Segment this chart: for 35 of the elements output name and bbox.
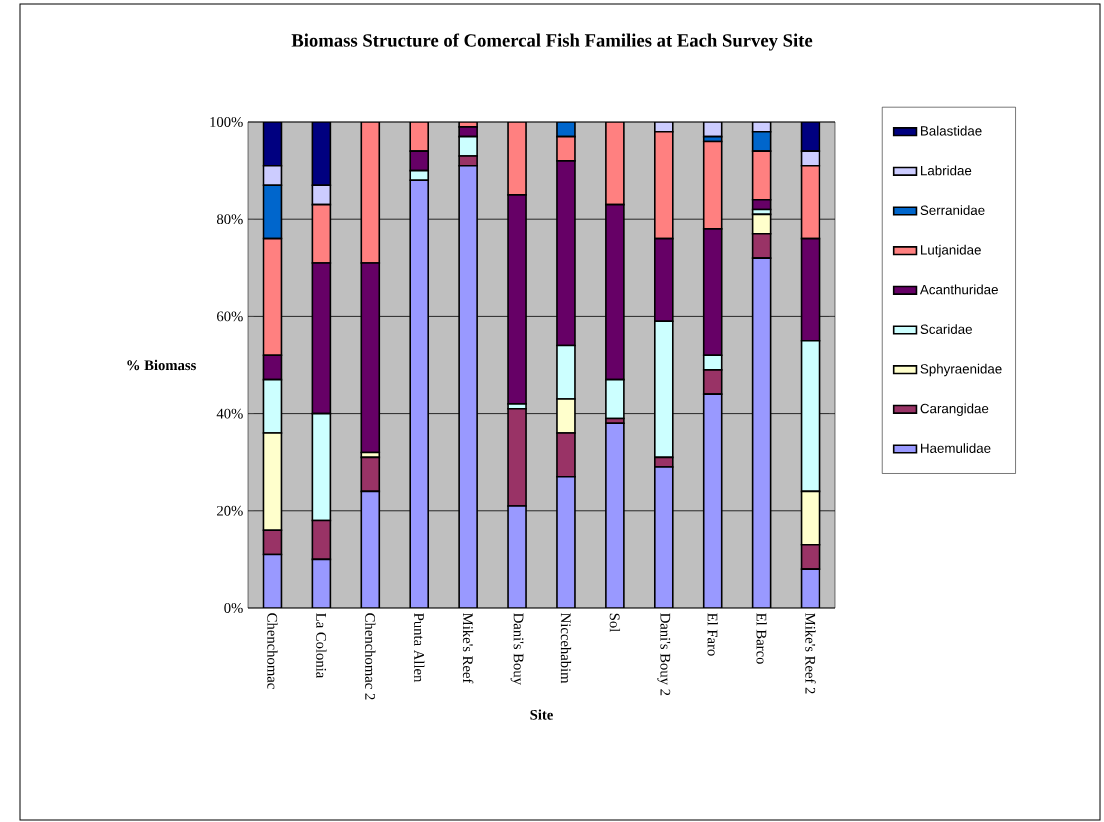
x-tick-label: Mike's Reef 2 — [805, 613, 816, 694]
chart-title: Biomass Structure of Comercal Fish Families at Each Survey Site — [291, 33, 813, 51]
bar — [311, 203, 332, 264]
legend-label: Lutjanidae — [921, 244, 981, 258]
legend-label: Haemulidae — [921, 443, 991, 453]
legend-label: Serranidae — [920, 205, 985, 215]
bar — [262, 237, 283, 357]
x-tick-label: Mike's Reef — [462, 613, 474, 684]
x-axis-title: Site — [530, 709, 553, 720]
legend-label: Carangidae — [920, 403, 989, 416]
bar — [751, 150, 772, 201]
bar — [262, 184, 283, 240]
x-tick-label: El Faro — [707, 613, 718, 656]
x-tick-label: Chenchomac 2 — [365, 613, 376, 700]
bar — [800, 164, 821, 240]
legend-label: Acanthuridae — [919, 284, 998, 295]
x-tick-label: Dani's Bouy 2 — [657, 613, 671, 696]
y-tick-label: 80% — [216, 214, 243, 225]
y-tick-label: 60% — [217, 311, 243, 322]
x-tick-label: Sol — [609, 613, 621, 632]
x-tick-label: Niccehabim — [560, 613, 572, 684]
legend-label: Scaridae — [920, 324, 972, 334]
y-tick-label: 0% — [224, 603, 243, 613]
y-tick-label: 20% — [217, 505, 243, 516]
x-tick-label: Punta Allen — [414, 613, 425, 683]
y-axis-title: % Biomass — [127, 359, 196, 371]
legend-label: Labridae — [921, 165, 972, 176]
x-tick-label: Chenchomac — [267, 613, 278, 689]
legend-label: Balastidae — [921, 125, 982, 136]
x-tick-label: Dani's Bouy — [510, 613, 524, 685]
legend-label: Sphyraenidae — [920, 363, 1002, 377]
y-tick-label: 100% — [210, 117, 243, 127]
x-tick-label: La Colonia — [316, 613, 327, 679]
x-tick-label: El Barco — [756, 613, 767, 664]
y-tick-label: 40% — [216, 408, 243, 419]
